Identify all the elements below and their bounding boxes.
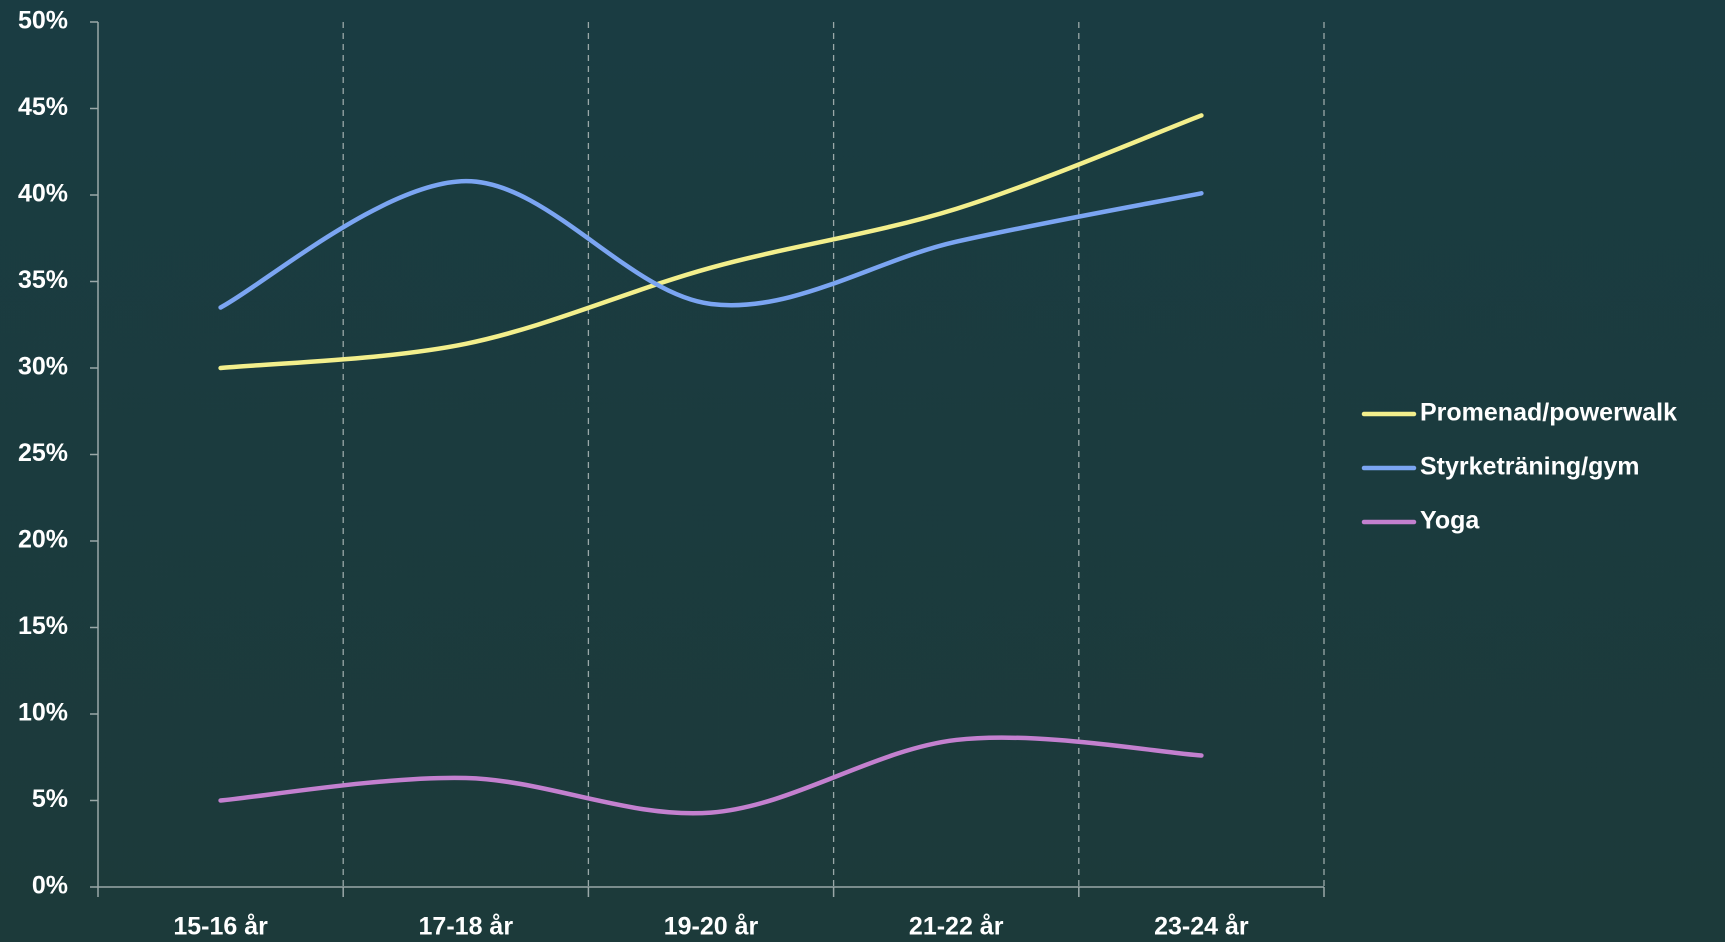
y-tick-label: 40% (18, 180, 68, 208)
x-tick-label: 19-20 år (664, 913, 759, 941)
x-tick-label: 17-18 år (419, 913, 514, 941)
legend-label: Promenad/powerwalk (1420, 399, 1677, 427)
legend-label: Yoga (1420, 507, 1480, 535)
y-tick-label: 10% (18, 699, 68, 727)
series-line (218, 178, 1204, 310)
y-tick-label: 50% (18, 7, 68, 35)
y-tick-label: 45% (18, 93, 68, 121)
y-tick-label: 30% (18, 353, 68, 381)
x-tick-label: 21-22 år (909, 913, 1004, 941)
y-tick-label: 25% (18, 439, 68, 467)
y-tick-label: 15% (18, 612, 68, 640)
legend-label: Styrketräning/gym (1420, 453, 1640, 481)
x-tick-label: 15-16 år (173, 913, 268, 941)
x-tick-label: 23-24 år (1154, 913, 1249, 941)
y-tick-label: 20% (18, 526, 68, 554)
y-tick-label: 0% (32, 872, 68, 900)
y-tick-label: 35% (18, 266, 68, 294)
series-line (218, 113, 1204, 371)
series-line (218, 735, 1204, 816)
y-tick-label: 5% (32, 785, 68, 813)
